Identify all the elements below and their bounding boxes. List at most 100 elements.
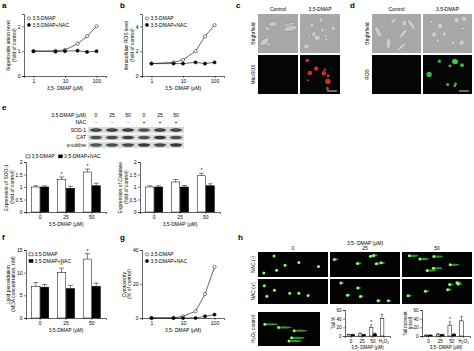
x-axis-title: 3,5- DMAP (μM) [47,85,83,91]
comet-head [380,261,383,264]
point [85,35,88,38]
comet-tail [357,287,361,289]
x-tick: 25 [63,212,69,220]
cell [406,18,417,31]
y-axis-line [343,311,346,337]
error-bar [147,186,152,187]
x-axis-title: 3,5-DMAP (μM) [49,221,84,227]
y-tick-label: 2 [20,159,23,165]
y-axis-line [140,15,143,77]
comet-tail [424,290,429,292]
blot-strip [88,142,184,148]
error-bar [370,325,372,328]
comet-tail [457,283,462,285]
x-tick-label: 10 [181,78,187,84]
x-tick: H₂O₂ [379,336,389,344]
band [106,136,118,139]
x-tick: 0 [427,336,430,344]
x-tick-label: 25 [360,339,366,344]
cell [373,25,383,38]
significance-mark: * [86,248,88,254]
bar [362,335,366,336]
error-bar [429,334,431,335]
fluorescent-cell [446,83,449,86]
legend-label: 3,5-DMAP+NAC [151,22,188,28]
band [106,128,118,131]
comet-tail [377,300,381,302]
x-tick-mark [362,336,363,338]
legend: 3,5-DMAP3,5-DMAP+NAC [26,153,101,159]
y-tick-mark [420,310,422,311]
bar [197,176,205,212]
column-header: Control [270,6,286,12]
y-axis-title: Expression of SOD-1 (fold of control) [3,163,15,211]
fluorescent-cell [325,79,330,84]
legend-marker [145,23,148,26]
cell [395,41,407,52]
image-background [372,14,421,53]
chart: *0255000.511.523,5-DMAP (μM)Expression o… [117,159,220,226]
point [203,35,206,38]
image-background [258,279,328,304]
band [154,136,166,139]
point [172,62,175,65]
x-tick: 100 [93,76,102,84]
point [213,24,216,27]
comet-head [424,290,427,293]
y-tick-mark [420,319,422,320]
cell [259,36,271,47]
fluorescent-cell [452,59,457,64]
x-axis-title: 3,5- DMAP (μM) [165,85,201,91]
y-tick: 2 [134,159,140,165]
comet-tail [419,258,429,260]
cell [401,19,408,27]
error-bar [85,254,90,259]
comet-head [307,294,310,297]
y-tick-label: 60 [413,308,419,313]
x-tick: 10 [181,76,187,84]
panel-label: g [120,233,125,242]
y-tick-label: 1.5 [130,172,137,178]
y-tick-mark [140,284,142,285]
plot-area [32,169,101,212]
y-tick-label: 0 [20,209,23,215]
annotations: * [449,316,451,322]
x-tick: 25 [438,336,444,344]
point [32,50,35,53]
cell [453,17,460,24]
band [106,143,118,146]
bar [92,286,100,318]
x-tick-mark [383,336,384,338]
x-tick: 0 [153,212,156,220]
comet-tail [432,267,442,269]
chart: *02550H₂O₂02040603,5- DMAP (μM)Tail mome… [403,308,471,350]
y-axis-line [138,163,141,213]
y-tick-label: 5 [20,292,23,298]
error-bar [94,183,99,186]
x-tick-label: 1 [33,78,36,84]
comet-image [402,279,472,304]
error-bar [42,284,47,287]
error-bar [156,186,161,187]
fluorescent-cell [460,63,464,67]
y-tick-label: 40 [336,317,342,322]
error-bar [348,334,350,335]
micrograph [372,14,421,53]
x-tick: 25 [63,318,69,326]
plot-area [347,314,383,336]
comet-head [375,262,378,265]
band-label: CAT [76,134,86,140]
comet-head [432,255,435,258]
image-background [258,312,320,346]
y-tick-mark [420,327,422,328]
fluorescent-cell [326,87,329,90]
x-tick-label: 1 [151,78,154,84]
bar [40,287,48,318]
lane-label: + [159,119,162,125]
row-header: 3,5-DMAP (μM) [51,112,86,118]
y-tick-label: 20 [133,281,139,287]
point [213,265,216,268]
comet-head [377,299,380,302]
y-tick-mark [24,187,26,188]
x-tick-label: 100 [211,78,220,84]
